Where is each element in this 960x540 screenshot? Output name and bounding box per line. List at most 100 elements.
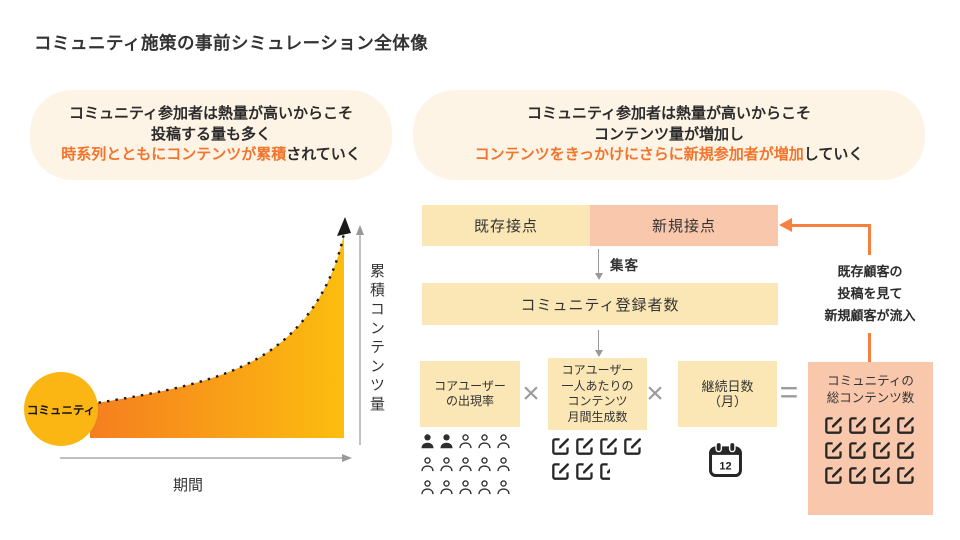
feedback-line-vertical-top: [868, 224, 871, 255]
right-premise-banner: コミュニティ参加者は熱量が高いからこそ コンテンツ量が増加し コンテンツをきっか…: [413, 90, 925, 180]
banner-line: 投稿する量も多く: [30, 125, 392, 146]
curve-arrowhead-icon: [337, 217, 351, 236]
person-icon: [459, 457, 472, 472]
icon-cell: [871, 415, 892, 436]
icon-cell: [847, 440, 868, 461]
banner-text: していく: [803, 146, 864, 164]
icon-cell: [823, 465, 844, 486]
icon-cell: [457, 433, 474, 450]
person-icon: [478, 480, 491, 495]
icon-cell: [895, 415, 916, 436]
person-icon: [440, 434, 453, 449]
person-icon: [497, 457, 510, 472]
banner-text: コンテンツ量が増加し: [593, 125, 744, 143]
edit-icon: [848, 467, 866, 484]
edit-icon: [824, 442, 842, 459]
banner-text: されていく: [286, 146, 361, 164]
new-touchpoint-box: 新規接点: [590, 205, 778, 246]
calendar-date: 12: [719, 461, 731, 473]
icon-cell: [847, 415, 868, 436]
total-content-icons: [823, 415, 919, 486]
icon-cell: [419, 479, 436, 496]
edit-icon: [824, 467, 842, 484]
factor-line: 継続日数: [701, 378, 754, 394]
person-icon: [421, 457, 434, 472]
growth-area-fill: [90, 233, 344, 438]
edit-icon: [896, 417, 914, 434]
existing-touchpoint-box: 既存接点: [422, 205, 590, 246]
result-line: コミュニティの: [827, 374, 914, 388]
icon-cell: [476, 433, 493, 450]
feedback-line-text: 投稿を見て: [837, 286, 903, 301]
icon-cell: [495, 456, 512, 473]
icon-cell: [598, 436, 619, 457]
edit-icon: [600, 438, 617, 455]
edit-icon: [552, 463, 569, 480]
duration-box: 継続日数 （月）: [678, 361, 777, 427]
factor-line: 月間生成数: [567, 409, 628, 424]
person-icon: [497, 480, 510, 495]
banner-line: コンテンツをきっかけにさらに新規参加者が増加していく: [413, 145, 925, 166]
icon-cell: [476, 456, 493, 473]
attract-down-arrow-icon: [593, 249, 604, 280]
icon-cell: [438, 433, 455, 450]
total-content-box: コミュニティの 総コンテンツ数: [808, 362, 933, 515]
banner-line: コミュニティ参加者は熱量が高いからこそ: [413, 104, 925, 125]
banner-line: コミュニティ参加者は熱量が高いからこそ: [30, 104, 392, 125]
person-icon: [440, 457, 453, 472]
person-icon: [478, 434, 491, 449]
cumulative-content-chart: [24, 217, 364, 462]
x-axis-arrowhead-icon: [342, 454, 352, 462]
factor-line: コンテンツ: [567, 394, 628, 408]
icon-cell: [574, 436, 595, 457]
icon-cell: [438, 479, 455, 496]
icon-cell: [476, 479, 493, 496]
icon-cell: [895, 465, 916, 486]
banner-text: 投稿する量も多く: [150, 125, 271, 143]
edit-icon: [824, 417, 842, 434]
feedback-line-text: 既存顧客の: [837, 264, 903, 279]
y-axis-label: 累積コンテンツ量: [368, 263, 385, 415]
icon-cell: [419, 433, 436, 450]
edit-icon: [872, 417, 890, 434]
banner-highlight-text: 時系列とともにコンテンツが累積: [61, 146, 287, 164]
multiply-sign: ×: [646, 377, 664, 410]
banner-line: コンテンツ量が増加し: [413, 125, 925, 146]
feedback-note: 既存顧客の 投稿を見て 新規顧客が流入: [806, 261, 934, 327]
icon-cell: [847, 465, 868, 486]
icon-cell: [823, 440, 844, 461]
icon-cell: [622, 436, 643, 457]
person-icon: [421, 434, 434, 449]
registrants-down-arrow-icon: [593, 330, 604, 357]
edit-icon: [624, 438, 641, 455]
community-bubble: [24, 372, 98, 446]
icon-cell: [457, 479, 474, 496]
person-icon: [478, 457, 491, 472]
factor-line: コアユーザー: [561, 363, 634, 377]
factor-line: （月）: [707, 394, 747, 409]
feedback-line-horizontal: [791, 224, 871, 227]
community-bubble-label: コミュニティ: [26, 405, 96, 417]
left-premise-banner: コミュニティ参加者は熱量が高いからこそ 投稿する量も多く 時系列とともにコンテン…: [30, 90, 392, 180]
person-icon: [421, 480, 434, 495]
icon-cell: [823, 415, 844, 436]
multiply-sign: ×: [522, 377, 540, 410]
person-icon: [497, 434, 510, 449]
growth-dotted-curve: [89, 232, 346, 406]
edit-icon: [848, 442, 866, 459]
equals-sign: =: [779, 374, 799, 410]
icon-cell: [457, 456, 474, 473]
core-user-people-icons: [419, 433, 519, 496]
registrants-label: コミュニティ登録者数: [520, 296, 680, 314]
core-user-rate-box: コアユーザー の出現率: [420, 361, 520, 427]
icon-cell: [574, 461, 595, 482]
feedback-line-text: 新規顧客が流入: [824, 308, 916, 323]
icon-cell: [550, 436, 571, 457]
icon-cell: [550, 461, 571, 482]
factor-line: コアユーザー: [434, 378, 506, 393]
icon-cell: [871, 440, 892, 461]
banner-text: コミュニティ参加者は熱量が高いからこそ: [68, 105, 354, 123]
edit-icon: [896, 467, 914, 484]
edit-icon: [872, 442, 890, 459]
